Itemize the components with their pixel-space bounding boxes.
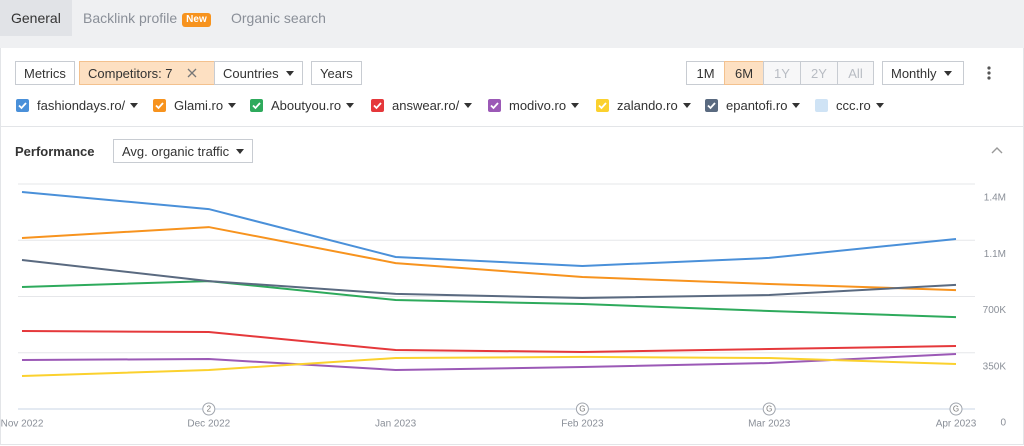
- collapse-icon[interactable]: [991, 146, 1003, 154]
- caret: [943, 71, 952, 76]
- check: [18, 102, 27, 110]
- caret: [228, 103, 237, 108]
- legend-label: Aboutyou.ro: [271, 98, 342, 113]
- annotation-label: G: [766, 405, 772, 414]
- more-icon[interactable]: [985, 65, 993, 81]
- annotation-marker: [575, 402, 589, 416]
- checkbox[interactable]: [815, 99, 828, 112]
- checkbox[interactable]: [250, 99, 263, 112]
- tab[interactable]: Organic search: [231, 10, 326, 26]
- x-tick-label: Jan 2023: [375, 419, 417, 430]
- check: [490, 102, 499, 110]
- legend-label: zalando.ro: [617, 98, 678, 113]
- legend-item[interactable]: fashiondays.ro/: [16, 97, 139, 115]
- x-tick-label: Dec 2022: [187, 419, 230, 430]
- legend-label: ccc.ro: [836, 98, 871, 113]
- annotation-label: 2: [207, 405, 212, 414]
- tab[interactable]: Backlink profile New: [72, 0, 222, 36]
- y-tick-label: 0: [1000, 418, 1006, 429]
- metric-dropdown[interactable]: Avg. organic traffic: [113, 139, 254, 163]
- legend-item[interactable]: ccc.ro: [815, 97, 884, 115]
- series-line: [21, 330, 957, 353]
- caret: [346, 103, 355, 108]
- legend-label: epantofi.ro: [726, 98, 788, 113]
- badge: New: [182, 13, 211, 27]
- checkbox[interactable]: [153, 99, 166, 112]
- caret: [682, 103, 691, 108]
- legend-item[interactable]: Aboutyou.ro: [250, 97, 355, 115]
- series-line: [21, 355, 957, 378]
- caret: [875, 103, 884, 108]
- caret: [130, 103, 139, 108]
- legend-label: modivo.ro: [509, 98, 567, 113]
- legend-label: answear.ro/: [392, 98, 460, 113]
- close-icon[interactable]: [187, 68, 197, 78]
- checkbox[interactable]: [488, 99, 501, 112]
- label: Avg. organic traffic: [122, 144, 230, 159]
- competitors-button[interactable]: Competitors: 7: [79, 61, 215, 85]
- range-button[interactable]: 2Y: [800, 61, 838, 85]
- range-button[interactable]: 6M: [724, 61, 764, 85]
- caret: [236, 149, 245, 154]
- range-button[interactable]: 1M: [686, 61, 725, 85]
- annotation-marker: [202, 402, 216, 416]
- divider: [0, 126, 1024, 127]
- series-line: [21, 259, 957, 299]
- annotation-label: G: [579, 405, 585, 414]
- checkbox[interactable]: [16, 99, 29, 112]
- checkbox[interactable]: [596, 99, 609, 112]
- series-line: [21, 280, 957, 319]
- section-title: Performance: [15, 144, 95, 159]
- annotation-marker: [762, 402, 776, 416]
- series-line: [21, 353, 957, 371]
- x-tick-label: Mar 2023: [748, 419, 791, 430]
- tab-label: Backlink profile: [83, 10, 178, 26]
- annotation-label: G: [953, 405, 959, 414]
- label: Countries: [223, 66, 279, 81]
- check: [373, 102, 382, 110]
- checkbox[interactable]: [705, 99, 718, 112]
- check: [155, 102, 164, 110]
- check: [598, 102, 607, 110]
- metrics-button[interactable]: Metrics: [15, 61, 75, 85]
- tab[interactable]: General: [0, 0, 72, 36]
- y-tick-label: 350K: [983, 361, 1007, 372]
- panel: [0, 48, 1024, 445]
- check: [252, 102, 261, 110]
- series-line: [21, 191, 957, 267]
- y-tick-label: 1.4M: [984, 193, 1006, 204]
- checkbox[interactable]: [371, 99, 384, 112]
- legend-item[interactable]: zalando.ro: [596, 97, 691, 115]
- caret: [792, 103, 801, 108]
- countries-button[interactable]: Countries: [214, 61, 303, 85]
- series-line: [21, 226, 957, 292]
- chart: 1.4M 1.1M 700K 350K 0 Nov 2022 Dec 2022 Jan 202…: [1, 183, 1007, 430]
- interval-button[interactable]: Monthly: [882, 61, 964, 85]
- caret: [571, 103, 580, 108]
- range-button[interactable]: All: [837, 61, 874, 85]
- x-tick-label: Apr 2023: [936, 419, 977, 430]
- x-tick-label: Nov 2022: [1, 419, 44, 430]
- check: [707, 102, 716, 110]
- y-tick-label: 700K: [983, 305, 1007, 316]
- legend-item[interactable]: answear.ro/: [371, 97, 473, 115]
- tab-bar: General Backlink profile New Organic sear…: [0, 0, 1024, 48]
- annotation-marker: [949, 402, 963, 416]
- x-tick-label: Feb 2023: [561, 419, 604, 430]
- label: Monthly: [891, 66, 937, 81]
- years-button[interactable]: Years: [311, 61, 362, 85]
- label: Competitors: 7: [88, 66, 173, 81]
- legend-item[interactable]: Glami.ro: [153, 97, 237, 115]
- y-tick-label: 1.1M: [984, 249, 1006, 260]
- legend-label: fashiondays.ro/: [37, 98, 126, 113]
- range-button[interactable]: 1Y: [763, 61, 801, 85]
- caret: [285, 71, 294, 76]
- legend-item[interactable]: modivo.ro: [488, 97, 580, 115]
- legend-item[interactable]: epantofi.ro: [705, 97, 801, 115]
- caret: [464, 103, 473, 108]
- legend-label: Glami.ro: [174, 98, 224, 113]
